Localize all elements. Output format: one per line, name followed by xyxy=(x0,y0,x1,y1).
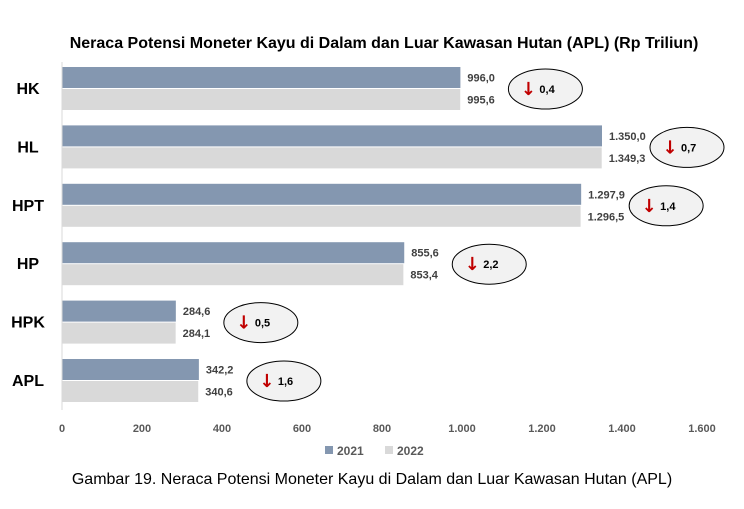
x-tick-label: 0 xyxy=(59,423,65,435)
legend-swatch-2021 xyxy=(325,446,333,454)
bar-2021 xyxy=(62,242,405,264)
chart-title: Neraca Potensi Moneter Kayu di Dalam dan… xyxy=(70,35,699,52)
category-label: HP xyxy=(17,256,40,273)
x-tick-label: 800 xyxy=(373,423,391,435)
category-group-hp: HP 855,6 853,4 ↓ 2,2 xyxy=(17,242,527,286)
category-label: APL xyxy=(12,373,44,390)
legend-label-2022: 2022 xyxy=(397,444,424,458)
x-tick-label: 1.200 xyxy=(528,423,556,435)
down-arrow-icon: ↓ xyxy=(642,196,657,217)
bubble-shape xyxy=(628,185,704,227)
decrease-bubble: ↓ 0,7 xyxy=(649,126,725,168)
data-label-2021: 855,6 xyxy=(411,248,439,260)
down-arrow-icon: ↓ xyxy=(236,313,251,334)
data-label-2022: 340,6 xyxy=(205,387,233,399)
decrease-value: 1,6 xyxy=(278,376,293,388)
x-tick-label: 200 xyxy=(133,423,151,435)
category-label: HPK xyxy=(11,315,45,332)
bar-2021 xyxy=(62,67,461,88)
category-group-apl: APL 342,2 340,6 ↓ 1,6 xyxy=(12,359,322,402)
bar-2021 xyxy=(62,300,176,322)
bar-2021 xyxy=(62,359,199,380)
category-group-hpk: HPK 284,6 284,1 ↓ 0,5 xyxy=(11,300,299,344)
bubble-shape xyxy=(507,68,583,110)
bar-2022 xyxy=(62,322,176,344)
category-label: HL xyxy=(17,139,39,156)
bar-2021 xyxy=(62,125,602,147)
decrease-value: 0,7 xyxy=(681,142,696,154)
data-label-2021: 1.350,0 xyxy=(609,131,646,143)
decrease-value: 0,5 xyxy=(255,318,270,330)
bar-2022 xyxy=(62,264,404,286)
data-label-2021: 1.297,9 xyxy=(588,189,625,201)
category-label: HK xyxy=(16,81,40,98)
category-group-hl: HL 1.350,0 1.349,3 ↓ 0,7 xyxy=(17,125,725,169)
category-group-hk: HK 996,0 995,6 ↓ 0,4 xyxy=(16,67,583,110)
bar-2021 xyxy=(62,183,582,205)
decrease-bubble: ↓ 0,5 xyxy=(223,302,299,344)
x-tick-label: 1.400 xyxy=(608,423,636,435)
data-label-2022: 284,1 xyxy=(183,328,211,340)
bar-2022 xyxy=(62,147,602,169)
decrease-bubble: ↓ 1,6 xyxy=(246,360,322,402)
legend: 2021 2022 xyxy=(325,444,424,458)
category-label: HPT xyxy=(12,198,44,215)
down-arrow-icon: ↓ xyxy=(259,371,274,392)
decrease-bubble: ↓ 1,4 xyxy=(628,185,704,227)
decrease-bubble: ↓ 0,4 xyxy=(507,68,583,110)
down-arrow-icon: ↓ xyxy=(662,137,677,158)
figure-caption: Gambar 19. Neraca Potensi Moneter Kayu d… xyxy=(71,471,673,488)
decrease-value: 1,4 xyxy=(660,201,676,213)
legend-swatch-2022 xyxy=(385,446,393,454)
bubble-shape xyxy=(649,126,725,168)
x-tick-label: 600 xyxy=(293,423,311,435)
bar-2022 xyxy=(62,89,461,110)
bar-chart: Neraca Potensi Moneter Kayu di Dalam dan… xyxy=(11,35,725,458)
bubble-shape xyxy=(246,360,322,402)
decrease-bubble: ↓ 2,2 xyxy=(451,243,527,285)
data-label-2022: 995,6 xyxy=(467,95,495,107)
x-tick-label: 1.600 xyxy=(688,423,716,435)
data-label-2022: 853,4 xyxy=(410,270,438,282)
x-axis: 0 200 400 600 800 1.000 1.200 1.400 1.600 xyxy=(59,62,716,435)
data-label-2021: 284,6 xyxy=(183,306,211,318)
decrease-value: 2,2 xyxy=(483,259,498,271)
legend-label-2021: 2021 xyxy=(337,444,364,458)
down-arrow-icon: ↓ xyxy=(465,254,480,275)
data-label-2021: 342,2 xyxy=(206,365,234,377)
decrease-value: 0,4 xyxy=(539,84,555,96)
x-tick-label: 1.000 xyxy=(448,423,476,435)
x-tick-label: 400 xyxy=(213,423,231,435)
bubble-shape xyxy=(451,243,527,285)
data-label-2022: 1.296,5 xyxy=(588,211,625,223)
data-label-2021: 996,0 xyxy=(467,73,495,85)
data-label-2022: 1.349,3 xyxy=(609,153,646,165)
bubble-shape xyxy=(223,302,299,344)
bar-2022 xyxy=(62,381,199,402)
down-arrow-icon: ↓ xyxy=(521,79,536,100)
bar-2022 xyxy=(62,205,581,227)
